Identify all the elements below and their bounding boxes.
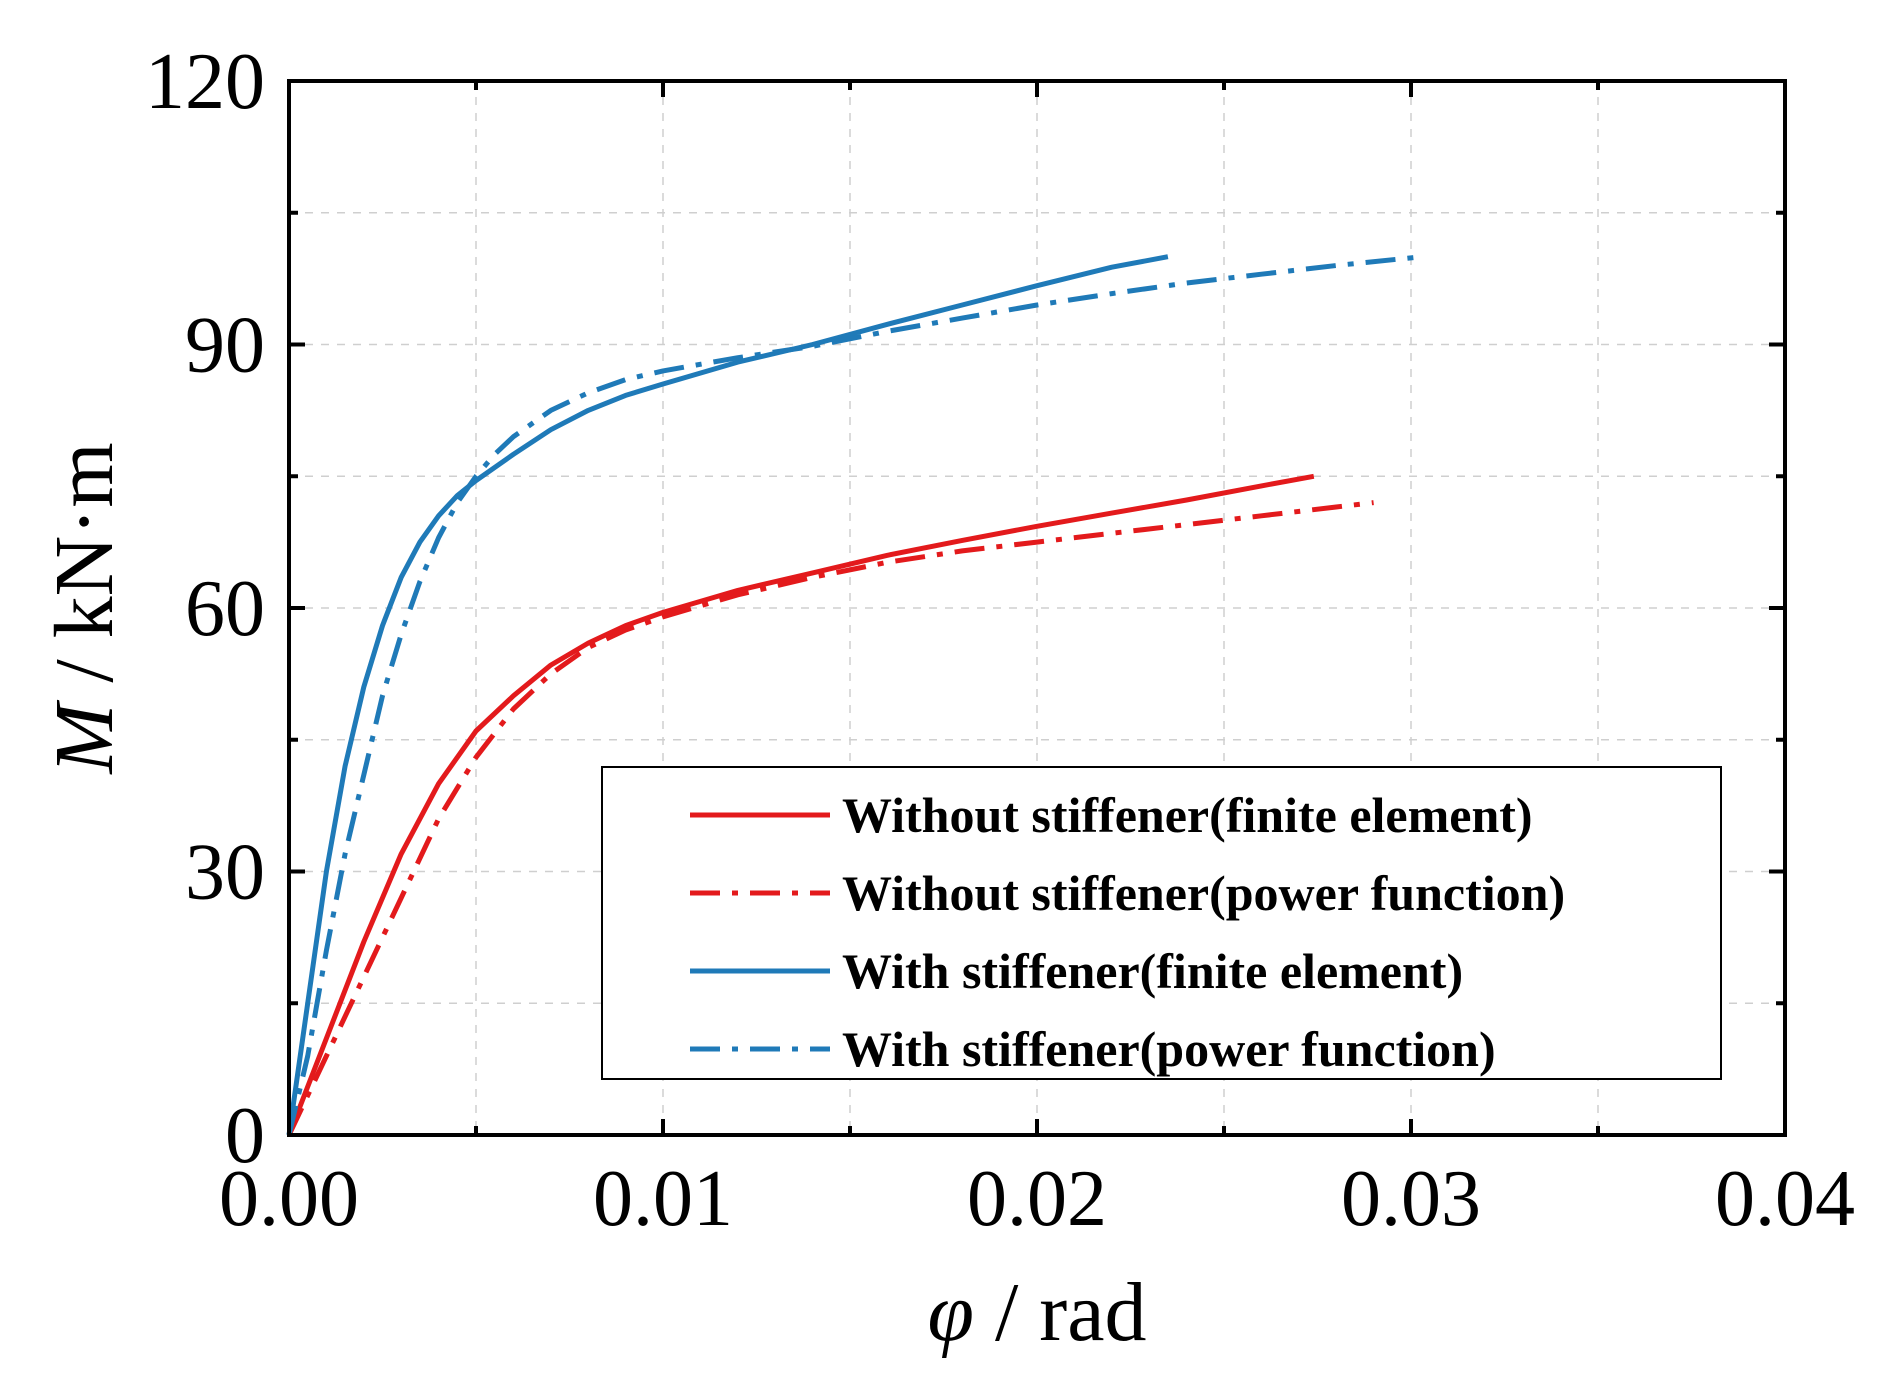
legend-label-2: Without stiffener(power function) (842, 865, 1565, 921)
legend-box (601, 766, 1722, 1080)
tick-labels: 0.00 0.01 0.02 0.03 0.04 0 30 60 90 120 (145, 38, 1855, 1243)
legend-label-3: With stiffener(finite element) (842, 943, 1463, 999)
x-tick-label: 0.01 (593, 1155, 733, 1243)
legend: Without stiffener(finite element) Without… (601, 766, 1722, 1080)
legend-label-4: With stiffener(power function) (842, 1021, 1496, 1077)
legend-label-1: Without stiffener(finite element) (842, 787, 1533, 843)
x-tick-label: 0.04 (1715, 1155, 1855, 1243)
y-tick-label: 90 (185, 302, 265, 390)
series-lines (286, 254, 1423, 1137)
y-tick-label: 120 (145, 38, 265, 126)
x-axis-title: φ / rad (927, 1266, 1146, 1359)
series-line-3 (286, 254, 1169, 1136)
series-line-1 (286, 473, 1315, 1136)
series-line-4 (286, 254, 1423, 1136)
x-tick-label: 0.03 (1341, 1155, 1481, 1243)
x-tick-label: 0.02 (967, 1155, 1107, 1243)
y-tick-label: 60 (185, 565, 265, 653)
x-tick-label: 0.00 (219, 1155, 359, 1243)
y-axis-title: M / kN·m (38, 442, 131, 774)
series-line-2 (286, 500, 1374, 1137)
y-tick-label: 30 (185, 829, 265, 917)
y-tick-label: 0 (225, 1092, 265, 1180)
axis-ticks (287, 79, 1787, 1137)
